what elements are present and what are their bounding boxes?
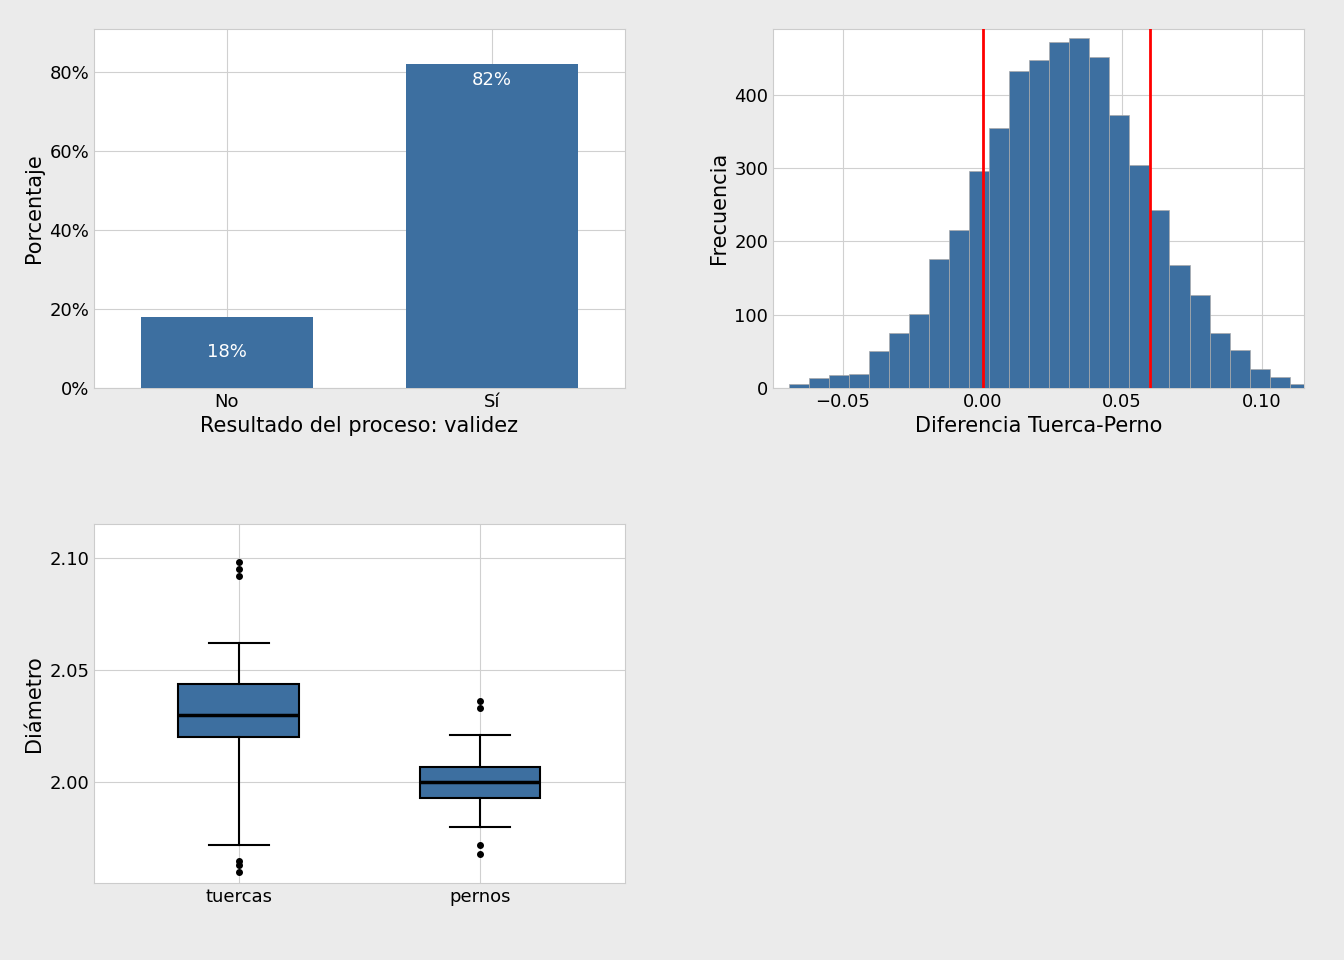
- Bar: [1270, 377, 1290, 388]
- Bar: [989, 128, 1009, 388]
- Bar: [849, 373, 870, 388]
- Bar: [1090, 58, 1109, 388]
- Bar: [1230, 349, 1250, 388]
- X-axis label: Resultado del proceso: validez: Resultado del proceso: validez: [200, 417, 519, 436]
- PathPatch shape: [179, 684, 300, 737]
- Bar: [890, 333, 910, 388]
- Bar: [1129, 165, 1149, 388]
- Bar: [870, 351, 890, 388]
- X-axis label: Diferencia Tuerca-Perno: Diferencia Tuerca-Perno: [915, 417, 1163, 436]
- Y-axis label: Diámetro: Diámetro: [24, 656, 43, 752]
- Bar: [1050, 42, 1070, 388]
- Bar: [1070, 37, 1090, 388]
- Bar: [141, 317, 313, 388]
- Bar: [809, 377, 829, 388]
- Bar: [969, 171, 989, 388]
- Bar: [1189, 295, 1210, 388]
- Bar: [929, 259, 949, 388]
- Y-axis label: Frecuencia: Frecuencia: [708, 153, 728, 264]
- Bar: [1250, 370, 1270, 388]
- Text: 82%: 82%: [472, 71, 512, 89]
- PathPatch shape: [419, 766, 540, 798]
- Bar: [1149, 210, 1169, 388]
- Bar: [1169, 265, 1189, 388]
- Bar: [949, 230, 969, 388]
- Bar: [1109, 115, 1129, 388]
- Bar: [1309, 382, 1329, 388]
- Bar: [406, 64, 578, 388]
- Bar: [1290, 384, 1309, 388]
- Bar: [1009, 71, 1030, 388]
- Bar: [910, 314, 929, 388]
- Bar: [829, 375, 849, 388]
- Bar: [789, 384, 809, 388]
- Bar: [1210, 333, 1230, 388]
- Text: 18%: 18%: [207, 344, 247, 361]
- Y-axis label: Porcentaje: Porcentaje: [24, 154, 44, 263]
- Bar: [1030, 60, 1050, 388]
